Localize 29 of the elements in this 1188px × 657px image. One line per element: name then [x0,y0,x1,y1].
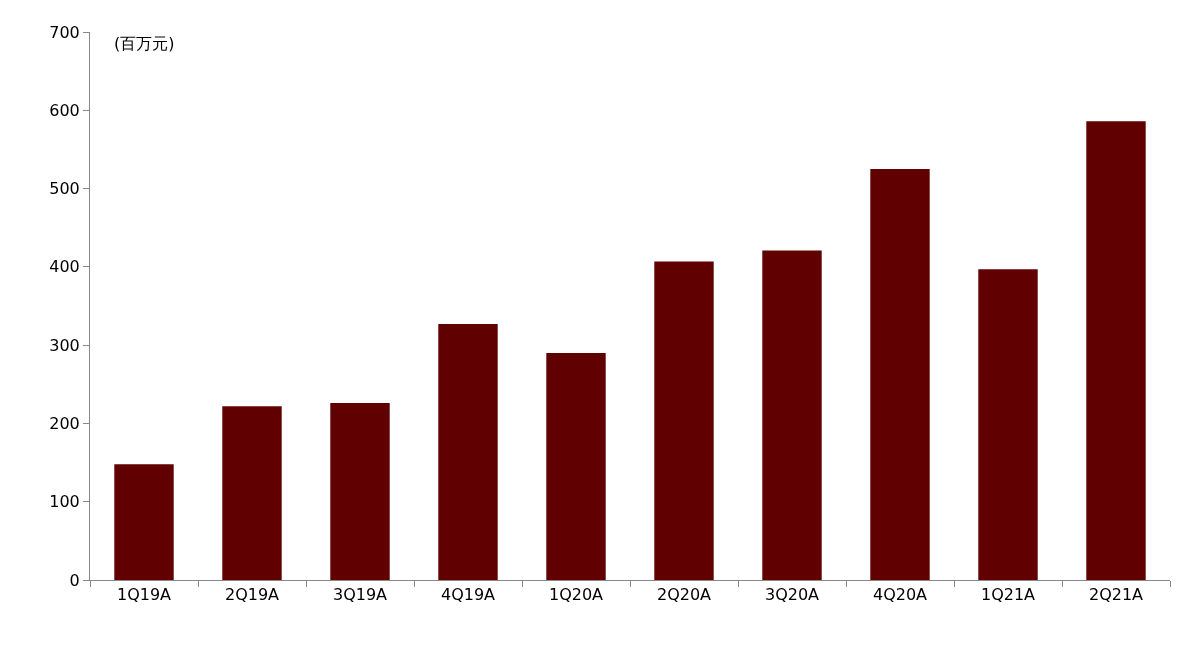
y-tick-label: 600 [49,100,80,120]
x-tick-label: 1Q21A [980,585,1036,605]
y-tick-label: 100 [49,492,80,512]
bar [546,352,606,580]
y-tick-label: 400 [49,257,80,277]
x-tick-label: 3Q20A [764,585,820,605]
bar [438,324,498,580]
x-tick-label: 1Q20A [548,585,604,605]
y-tick-label: 300 [49,335,80,355]
x-tick-label: 2Q19A [224,585,280,605]
bar [222,406,282,580]
x-tick-label: 2Q21A [1088,585,1144,605]
y-tick-label: 500 [49,179,80,199]
x-tick-label: 3Q19A [332,585,388,605]
x-tick-label: 1Q19A [116,585,172,605]
bar [654,261,714,580]
bar [114,464,174,580]
bar [1086,121,1146,580]
bar [330,403,390,580]
y-tick-label: 0 [69,570,80,590]
bar [762,250,822,580]
bar [870,169,930,580]
x-tick-label: 2Q20A [656,585,712,605]
y-tick-label: 700 [49,22,80,42]
y-tick-label: 200 [49,414,80,434]
bar [978,269,1038,580]
x-tick-label: 4Q19A [440,585,496,605]
y-axis-title: (百万元) [114,34,175,53]
x-tick-label: 4Q20A [872,585,928,605]
